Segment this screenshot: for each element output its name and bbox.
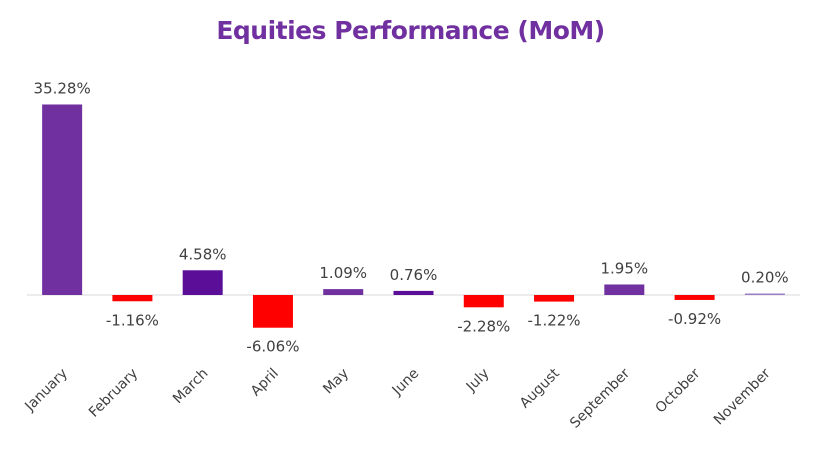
bar-may (323, 289, 364, 295)
tick-label-march: March (170, 366, 211, 407)
bar-june (393, 290, 434, 295)
tick-label-july: July (463, 366, 493, 396)
tick-label-august: August (517, 365, 563, 411)
data-label-february: -1.16% (106, 311, 159, 329)
bar-august (534, 295, 575, 302)
tick-label-june: June (389, 366, 423, 400)
data-label-may: 1.09% (319, 264, 367, 282)
bar-april (252, 295, 293, 328)
data-label-april: -6.06% (246, 338, 299, 356)
bar-march (182, 270, 223, 295)
bar-july (463, 295, 504, 308)
bar-january (42, 104, 83, 295)
tick-label-october: October (652, 365, 703, 416)
tick-label-april: April (248, 366, 282, 400)
data-label-march: 4.58% (179, 245, 227, 263)
tick-label-november: November (711, 365, 774, 428)
bar-november (744, 293, 785, 295)
tick-label-february: February (86, 366, 141, 421)
data-label-august: -1.22% (528, 312, 581, 330)
bar-october (674, 295, 715, 300)
data-label-july: -2.28% (457, 317, 510, 335)
data-label-october: -0.92% (668, 310, 721, 328)
data-label-september: 1.95% (600, 259, 648, 277)
tick-label-january: January (21, 366, 71, 416)
bar-september (604, 284, 645, 295)
tick-label-september: September (567, 365, 633, 431)
data-label-june: 0.76% (390, 266, 438, 284)
bar-february (112, 295, 153, 302)
data-label-january: 35.28% (34, 79, 91, 97)
data-label-november: 0.20% (741, 269, 789, 287)
chart-title: Equities Performance (MoM) (216, 16, 605, 45)
tick-label-may: May (320, 366, 352, 398)
